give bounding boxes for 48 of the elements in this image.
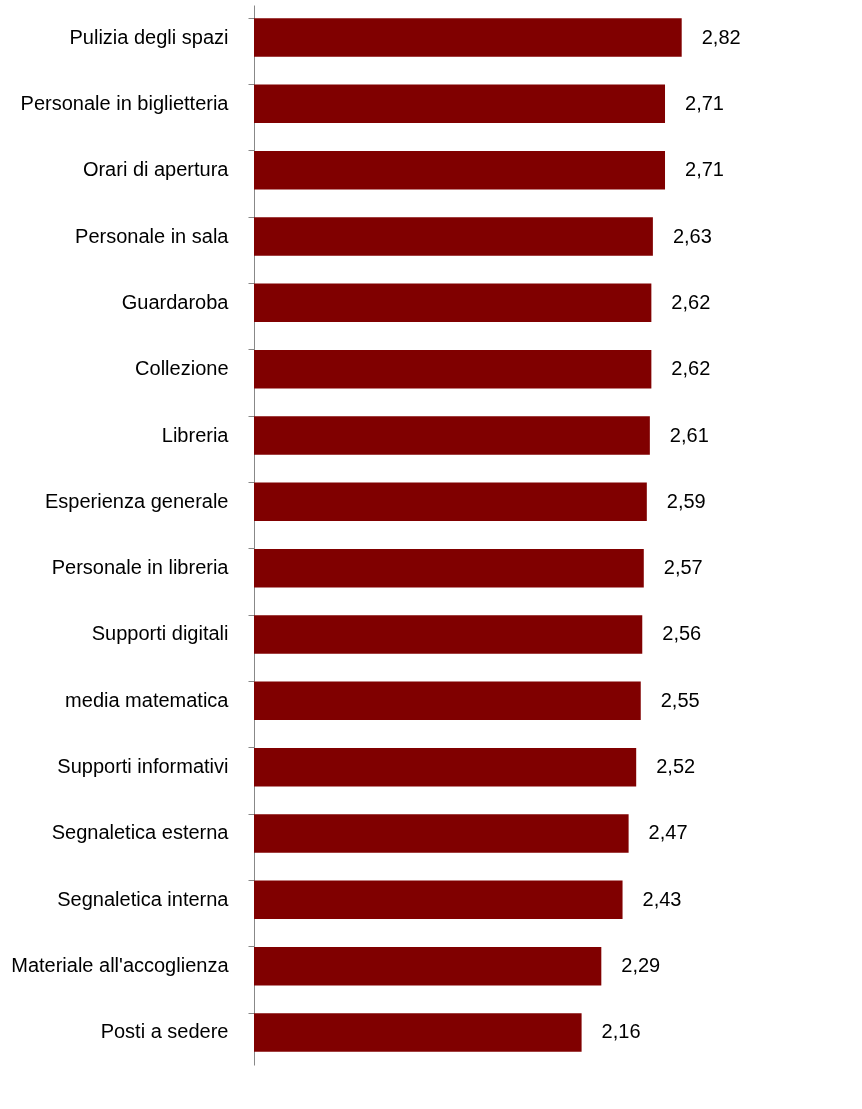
bar [254, 18, 682, 57]
data-label: 2,55 [660, 688, 700, 711]
y-tick-label: Posti a sedere [100, 1020, 229, 1043]
y-tick-label: Orari di apertura [82, 158, 230, 181]
data-label: 2,59 [666, 489, 706, 512]
data-label: 2,47 [648, 821, 688, 844]
y-tick-label: Personale in biglietteria [20, 91, 230, 114]
y-tick-label: Pulizia degli spazi [69, 25, 229, 48]
data-label: 2,71 [685, 158, 724, 181]
data-label: 2,57 [663, 556, 703, 579]
y-tick-label: Segnaletica interna [57, 887, 230, 910]
bar [254, 150, 666, 190]
y-tick-label: Supporti digitali [91, 622, 229, 645]
y-tick-label: Materiale all'accoglienza [11, 954, 230, 977]
y-tick-label: Segnaletica esterna [51, 821, 230, 844]
data-label: 2,61 [669, 423, 709, 446]
bar [254, 615, 643, 654]
bar [254, 283, 652, 323]
y-tick-label: Esperienza generale [45, 489, 229, 512]
y-tick-label: Libreria [161, 423, 230, 446]
bar [254, 1013, 582, 1052]
bar [254, 482, 647, 522]
bar [254, 946, 602, 986]
bar [254, 217, 653, 256]
bar [254, 84, 666, 124]
data-label: 2,16 [601, 1020, 641, 1043]
data-label: 2,43 [642, 887, 682, 910]
bar [254, 548, 644, 588]
data-label: 2,62 [671, 290, 711, 313]
bar [254, 416, 650, 455]
y-tick-label: media matematica [65, 688, 230, 711]
y-tick-label: Personale in libreria [51, 556, 230, 579]
data-label: 2,29 [621, 954, 661, 977]
bar [254, 747, 637, 787]
data-label: 2,56 [662, 622, 702, 645]
data-label: 2,71 [685, 91, 724, 114]
data-label: 2,63 [672, 224, 712, 247]
bar [254, 880, 623, 920]
y-tick-label: Personale in sala [75, 224, 230, 247]
data-label: 2,82 [701, 25, 741, 48]
data-label: 2,52 [656, 755, 696, 778]
bar [254, 681, 641, 721]
data-label: 2,62 [671, 357, 711, 380]
bar [254, 349, 652, 389]
bar [254, 814, 629, 853]
y-tick-label: Guardaroba [121, 290, 230, 313]
y-tick-label: Supporti informativi [57, 755, 229, 778]
y-tick-label: Collezione [135, 357, 229, 380]
